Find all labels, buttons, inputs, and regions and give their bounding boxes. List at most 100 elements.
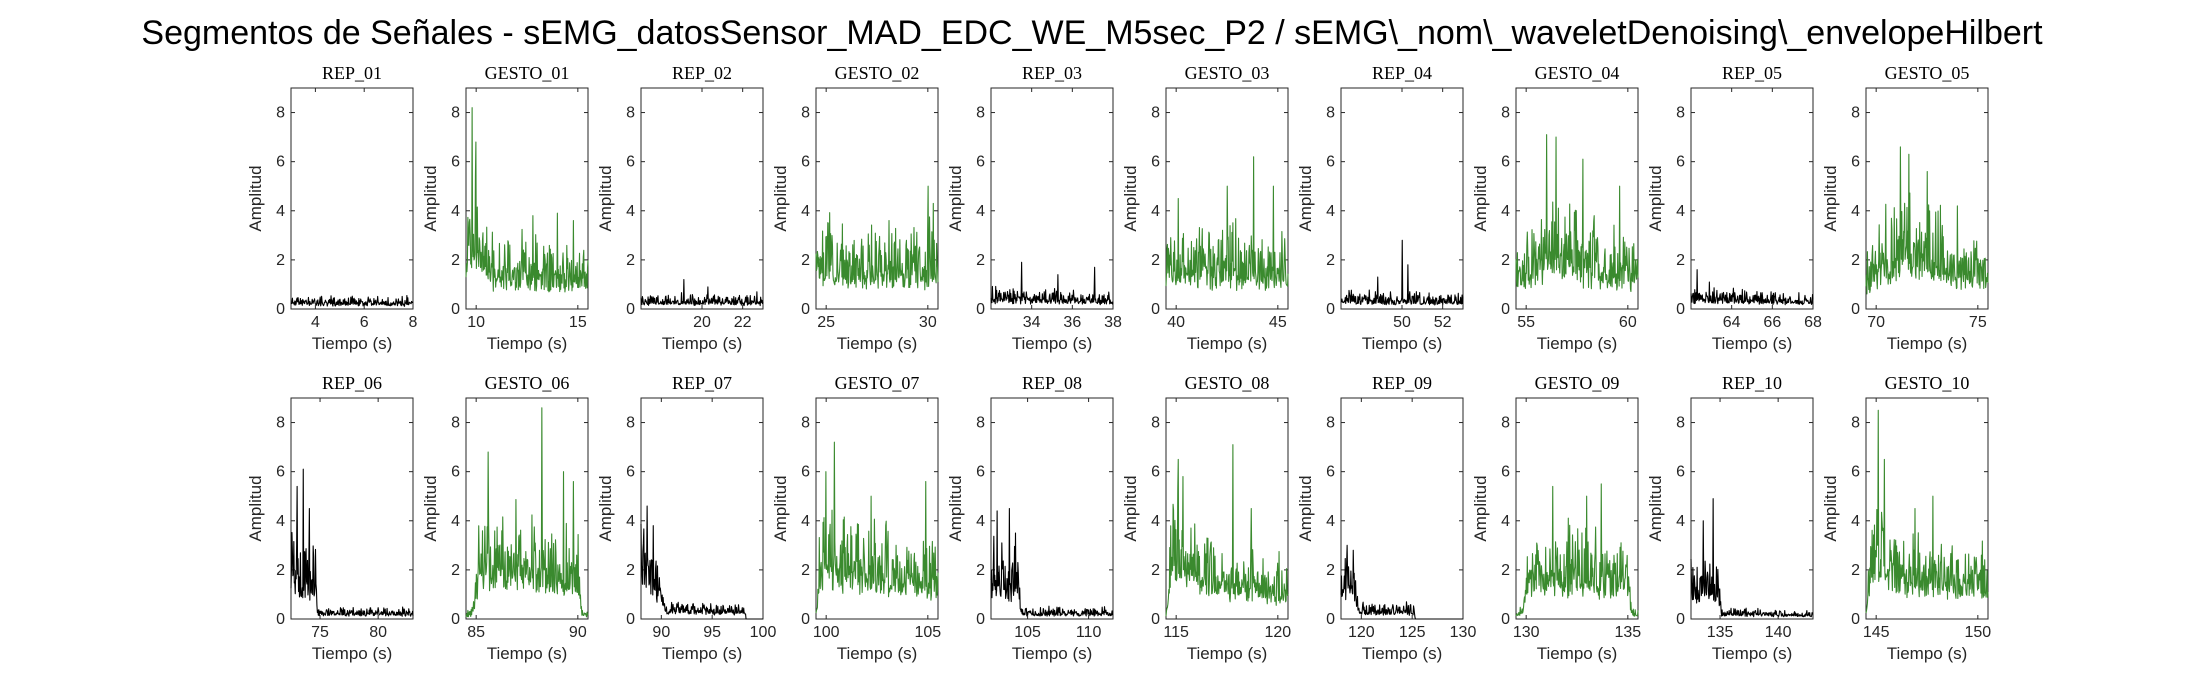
subplot-rep-04: REP_04 0 2 4 6 8 50 52 Tiempo (s) Amplitud	[1296, 63, 1464, 353]
y-tick-label: 4	[1326, 203, 1335, 220]
x-axis-label: Tiempo (s)	[662, 334, 743, 353]
series-line	[815, 441, 939, 614]
y-tick-label: 6	[451, 464, 460, 481]
y-tick-label: 6	[1501, 154, 1510, 171]
y-tick-label: 4	[1676, 513, 1685, 530]
series-line	[1515, 483, 1639, 617]
x-tick-label: 70	[1867, 314, 1885, 331]
y-tick-label: 8	[1501, 105, 1510, 122]
y-tick-label: 2	[976, 252, 985, 269]
y-tick-label: 8	[1151, 105, 1160, 122]
y-tick-label: 4	[626, 203, 635, 220]
series-line	[990, 261, 1114, 306]
y-tick-label: 0	[1851, 301, 1860, 318]
y-tick-label: 8	[626, 105, 635, 122]
subplot-title: GESTO_05	[1885, 63, 1970, 83]
y-tick-label: 6	[1151, 154, 1160, 171]
y-tick-label: 0	[451, 611, 460, 628]
y-axis-label: Amplitud	[1121, 475, 1140, 541]
y-tick-label: 4	[626, 513, 635, 530]
y-tick-label: 4	[1151, 203, 1160, 220]
y-tick-label: 8	[976, 415, 985, 432]
y-tick-label: 2	[801, 252, 810, 269]
y-tick-label: 4	[451, 203, 460, 220]
series-line	[1865, 146, 1989, 295]
y-tick-label: 2	[451, 252, 460, 269]
x-tick-label: 145	[1863, 624, 1890, 641]
x-tick-label: 105	[1014, 624, 1041, 641]
y-tick-label: 4	[276, 513, 285, 530]
y-axis-label: Amplitud	[946, 165, 965, 231]
x-tick-label: 140	[1765, 624, 1792, 641]
x-axis-label: Tiempo (s)	[487, 644, 568, 663]
y-tick-label: 8	[451, 415, 460, 432]
y-tick-label: 0	[451, 301, 460, 318]
y-tick-label: 8	[1151, 415, 1160, 432]
x-tick-label: 115	[1163, 624, 1189, 641]
y-tick-label: 2	[1326, 562, 1335, 579]
y-tick-label: 8	[801, 105, 810, 122]
x-axis-label: Tiempo (s)	[662, 644, 743, 663]
x-tick-label: 4	[311, 314, 320, 331]
y-tick-label: 6	[276, 464, 285, 481]
x-axis-label: Tiempo (s)	[1187, 334, 1268, 353]
y-tick-label: 8	[276, 105, 285, 122]
x-tick-label: 50	[1393, 314, 1411, 331]
y-tick-label: 4	[276, 203, 285, 220]
series-line	[1515, 134, 1639, 293]
x-axis-label: Tiempo (s)	[1012, 644, 1093, 663]
x-tick-label: 66	[1763, 314, 1781, 331]
y-tick-label: 4	[1151, 513, 1160, 530]
x-tick-label: 60	[1619, 314, 1637, 331]
x-tick-label: 130	[1450, 624, 1477, 641]
x-tick-label: 6	[360, 314, 369, 331]
subplot-title: GESTO_02	[835, 63, 920, 83]
y-tick-label: 6	[1676, 464, 1685, 481]
y-tick-label: 4	[1851, 203, 1860, 220]
y-tick-label: 2	[626, 252, 635, 269]
y-tick-label: 6	[626, 154, 635, 171]
y-tick-label: 0	[1151, 301, 1160, 318]
y-tick-label: 6	[1851, 464, 1860, 481]
subplot-rep-03: REP_03 0 2 4 6 8 34 36 38 Tiempo (s) Amplitud	[946, 63, 1122, 353]
subplot-rep-06: REP_06 0 2 4 6 8 75 80 Tiempo (s) Amplitud	[246, 373, 414, 663]
y-tick-label: 4	[451, 513, 460, 530]
subplot-title: REP_03	[1022, 63, 1082, 83]
subplot-gesto-10: GESTO_10 0 2 4 6 8 145 150 Tiempo (s) Amplitud	[1821, 373, 1991, 663]
y-tick-label: 2	[276, 562, 285, 579]
x-tick-label: 75	[311, 624, 329, 641]
y-tick-label: 2	[1676, 252, 1685, 269]
subplot-rep-08: REP_08 0 2 4 6 8 105 110 Tiempo (s) Amplitud	[946, 373, 1114, 663]
y-tick-label: 8	[276, 415, 285, 432]
y-tick-label: 0	[1151, 611, 1160, 628]
x-tick-label: 125	[1399, 624, 1426, 641]
y-tick-label: 2	[1501, 252, 1510, 269]
x-tick-label: 100	[813, 624, 840, 641]
y-tick-label: 2	[1151, 562, 1160, 579]
series-line	[1340, 239, 1464, 306]
y-tick-label: 0	[801, 301, 810, 318]
y-tick-label: 4	[1851, 513, 1860, 530]
y-tick-label: 6	[276, 154, 285, 171]
y-tick-label: 0	[1851, 611, 1860, 628]
y-tick-label: 0	[1326, 301, 1335, 318]
x-tick-label: 150	[1964, 624, 1991, 641]
x-axis-label: Tiempo (s)	[1712, 334, 1793, 353]
y-tick-label: 2	[451, 562, 460, 579]
y-tick-label: 8	[1851, 105, 1860, 122]
subplot-title: REP_05	[1722, 63, 1782, 83]
x-axis-label: Tiempo (s)	[1012, 334, 1093, 353]
subplot-title: REP_04	[1372, 63, 1432, 83]
x-tick-label: 40	[1167, 314, 1185, 331]
x-axis-label: Tiempo (s)	[312, 334, 393, 353]
x-tick-label: 95	[703, 624, 721, 641]
y-axis-label: Amplitud	[1296, 165, 1315, 231]
x-tick-label: 30	[919, 314, 937, 331]
subplot-title: GESTO_07	[835, 373, 920, 393]
series-line	[465, 107, 589, 293]
series-line	[290, 294, 414, 307]
x-tick-label: 135	[1707, 624, 1734, 641]
